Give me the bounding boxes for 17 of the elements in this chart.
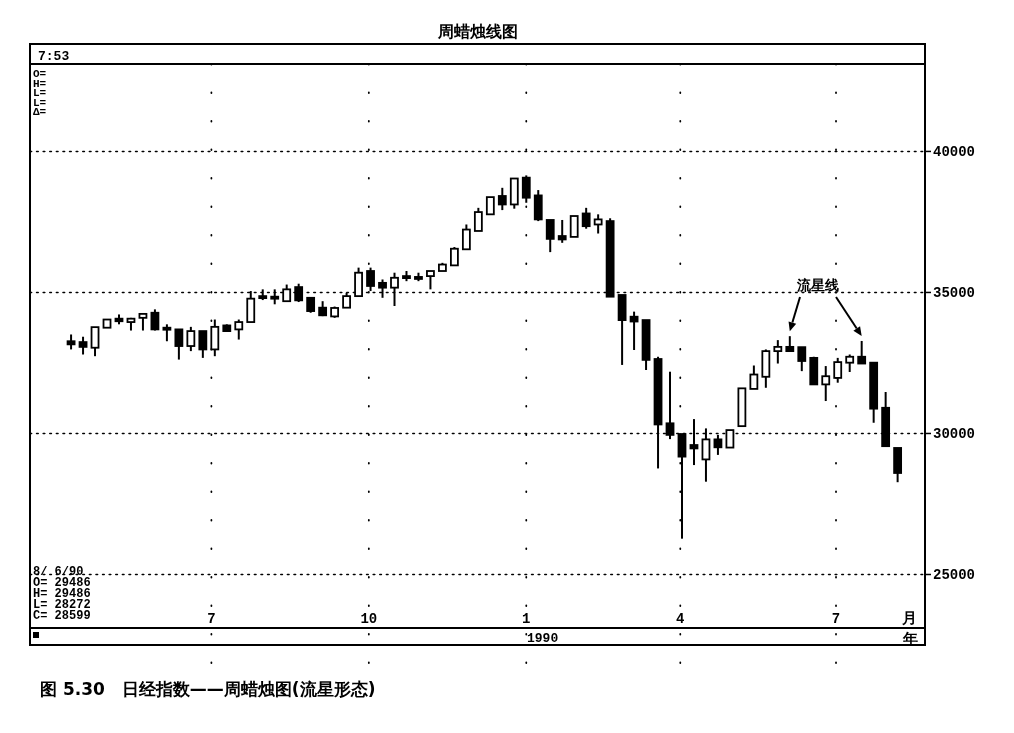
x-axis-title: 月 — [900, 609, 917, 627]
x-tick-label: 10 — [360, 611, 378, 627]
x-tick-label: 1 — [522, 611, 531, 627]
y-tick-label: 25000 — [933, 567, 976, 584]
annotation: 1990 — [527, 631, 559, 646]
x-tick-label: 7 — [207, 611, 216, 627]
y-tick-label: 35000 — [933, 285, 976, 302]
x-tick-label: 4 — [676, 611, 685, 627]
annotation: 7:53 — [38, 49, 70, 64]
chart-title: 周蜡烛线图 — [436, 22, 518, 41]
annotation: 8/ 6/90 O= 29486 H= 29486 L= 28272 C= 28599 — [33, 565, 91, 623]
caption: 图 5.30 日经指数——周蜡烛图(流星形态) — [40, 679, 376, 699]
annotation: 流星线 — [796, 277, 839, 293]
x-tick-label: 7 — [831, 611, 841, 627]
annotation: O= H= L= L= Δ= — [33, 68, 47, 119]
y-tick-label: 40000 — [933, 144, 976, 161]
y-tick-label: 30000 — [933, 426, 976, 443]
